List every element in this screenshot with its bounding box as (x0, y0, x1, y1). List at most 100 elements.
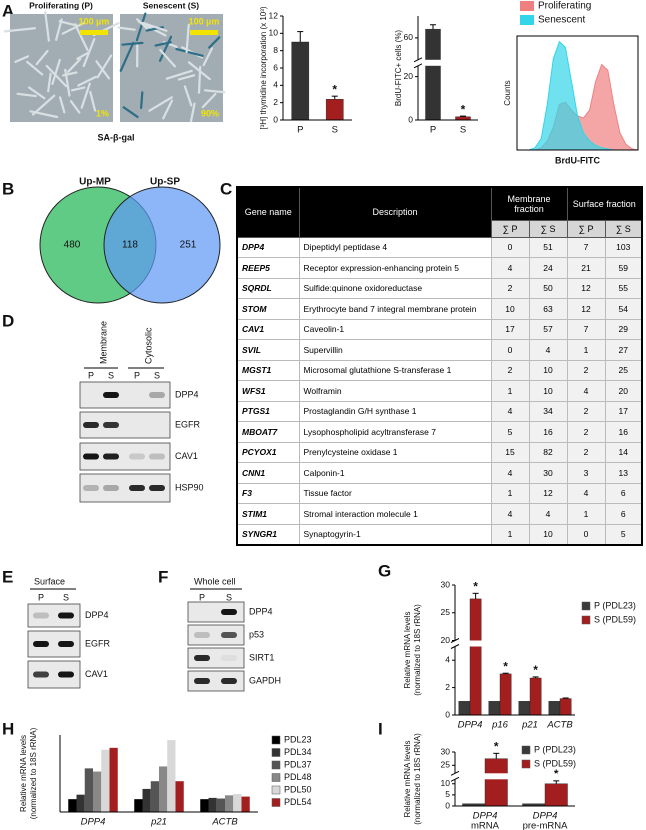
cell (202, 47, 214, 67)
count: 6 (604, 482, 643, 504)
x-tick-label: S (460, 125, 466, 136)
count: 15 (490, 441, 530, 463)
count: 5 (604, 523, 643, 546)
bar (425, 28, 441, 121)
gene-name: MBOAT7 (236, 421, 300, 443)
bar (216, 798, 225, 812)
venn-label: Up-SP (150, 177, 180, 188)
bar (159, 766, 168, 812)
scale-bar (190, 30, 218, 35)
legend-swatch (271, 785, 281, 795)
description: Dipeptidyl peptidase 4 (298, 236, 492, 258)
bar (529, 677, 542, 716)
significance: * (503, 659, 508, 673)
legend-label: Senescent (538, 15, 585, 26)
y-tick-label: 8 (273, 45, 278, 55)
cell (122, 106, 139, 119)
count: 30 (528, 462, 568, 484)
panel-label: H (2, 719, 14, 738)
count: 1 (490, 523, 530, 546)
legend-label: S (PDL59) (594, 614, 636, 624)
bar (518, 701, 531, 716)
count: 13 (604, 462, 643, 484)
bar (225, 795, 234, 812)
count: 16 (604, 421, 643, 443)
count: 4 (490, 400, 530, 422)
description: Prostaglandin G/H synthase 1 (298, 400, 492, 422)
axis-break (450, 640, 575, 647)
band (194, 632, 210, 638)
band (221, 655, 237, 661)
x-tick-label: pre-mRNA (523, 821, 569, 830)
cell (58, 20, 79, 27)
significance: * (332, 82, 337, 96)
count: 6 (604, 503, 643, 525)
bar (325, 98, 344, 121)
cell (177, 74, 196, 81)
legend-swatch (271, 773, 281, 782)
bar (76, 794, 85, 812)
break-mark (450, 644, 460, 649)
count: 10 (528, 359, 568, 381)
description: Prenylcysteine oxidase 1 (298, 441, 492, 463)
legend-swatch (271, 735, 281, 745)
x-tick-label: DPP4 (473, 811, 498, 822)
blot-group: Surface (34, 576, 65, 586)
x-tick-label: S (332, 125, 338, 136)
gene-name: PCYOX1 (236, 441, 300, 463)
count: 4 (528, 503, 568, 525)
legend-label: PDL34 (284, 747, 312, 757)
band (194, 678, 210, 684)
y-axis-label: BrdU-FITC+ cells (%) (394, 30, 403, 107)
count: 2 (566, 359, 606, 381)
legend-swatch (521, 759, 531, 769)
lane-label: S (108, 370, 114, 380)
description: Tissue factor (298, 482, 492, 504)
panel-label: G (378, 561, 391, 580)
table-row: PTGS1 Prostaglandin G/H synthase 1 4 34 2 17 (236, 400, 643, 422)
cell (140, 91, 144, 110)
break-mark (413, 57, 423, 63)
cell (121, 41, 144, 46)
y-axis-label: Relative mRNA levels (19, 735, 28, 812)
band (129, 453, 145, 460)
y-axis-label: Relative mRNA levels (403, 612, 412, 689)
venn-label: Up-MP (79, 177, 111, 188)
lane-label: S (63, 592, 69, 602)
band (103, 392, 119, 398)
y-tick-label: 20 (404, 71, 414, 81)
table-row: REEP5 Receptor expression-enhancing prote… (236, 257, 643, 279)
lane-label: S (226, 592, 232, 602)
count: 4 (490, 503, 530, 525)
x-tick-label: DPP4 (458, 720, 483, 731)
cell (80, 82, 91, 109)
count: 7 (566, 236, 606, 258)
cell (185, 23, 190, 54)
y-tick-label: 0 (408, 114, 413, 124)
scale-label: 100 µm (79, 16, 110, 26)
table-row: STOM Erythrocyte band 7 integral membrane… (236, 298, 643, 320)
y-tick-label: 4 (273, 80, 278, 90)
table-row: CNN1 Calponin-1 4 30 3 13 (236, 462, 643, 484)
count: 12 (528, 482, 568, 504)
band (83, 485, 99, 491)
bar (84, 768, 93, 812)
cell (16, 92, 37, 98)
count: 59 (604, 257, 643, 279)
cell (74, 23, 89, 52)
stain-percent: 1% (96, 108, 109, 118)
count: 0 (490, 339, 530, 361)
gene-name: F3 (236, 482, 300, 504)
legend-label: P (PDL23) (594, 600, 636, 610)
subcolumn-header: ∑ P (566, 219, 606, 238)
bar (101, 749, 110, 812)
panel-label: I (378, 719, 383, 738)
gene-name: DPP4 (236, 236, 300, 258)
bar (241, 796, 250, 812)
count: 51 (528, 236, 568, 258)
count: 14 (604, 441, 643, 463)
band (58, 612, 74, 619)
x-tick-label: ACTB (211, 817, 238, 828)
legend-label: PDL37 (284, 759, 312, 769)
